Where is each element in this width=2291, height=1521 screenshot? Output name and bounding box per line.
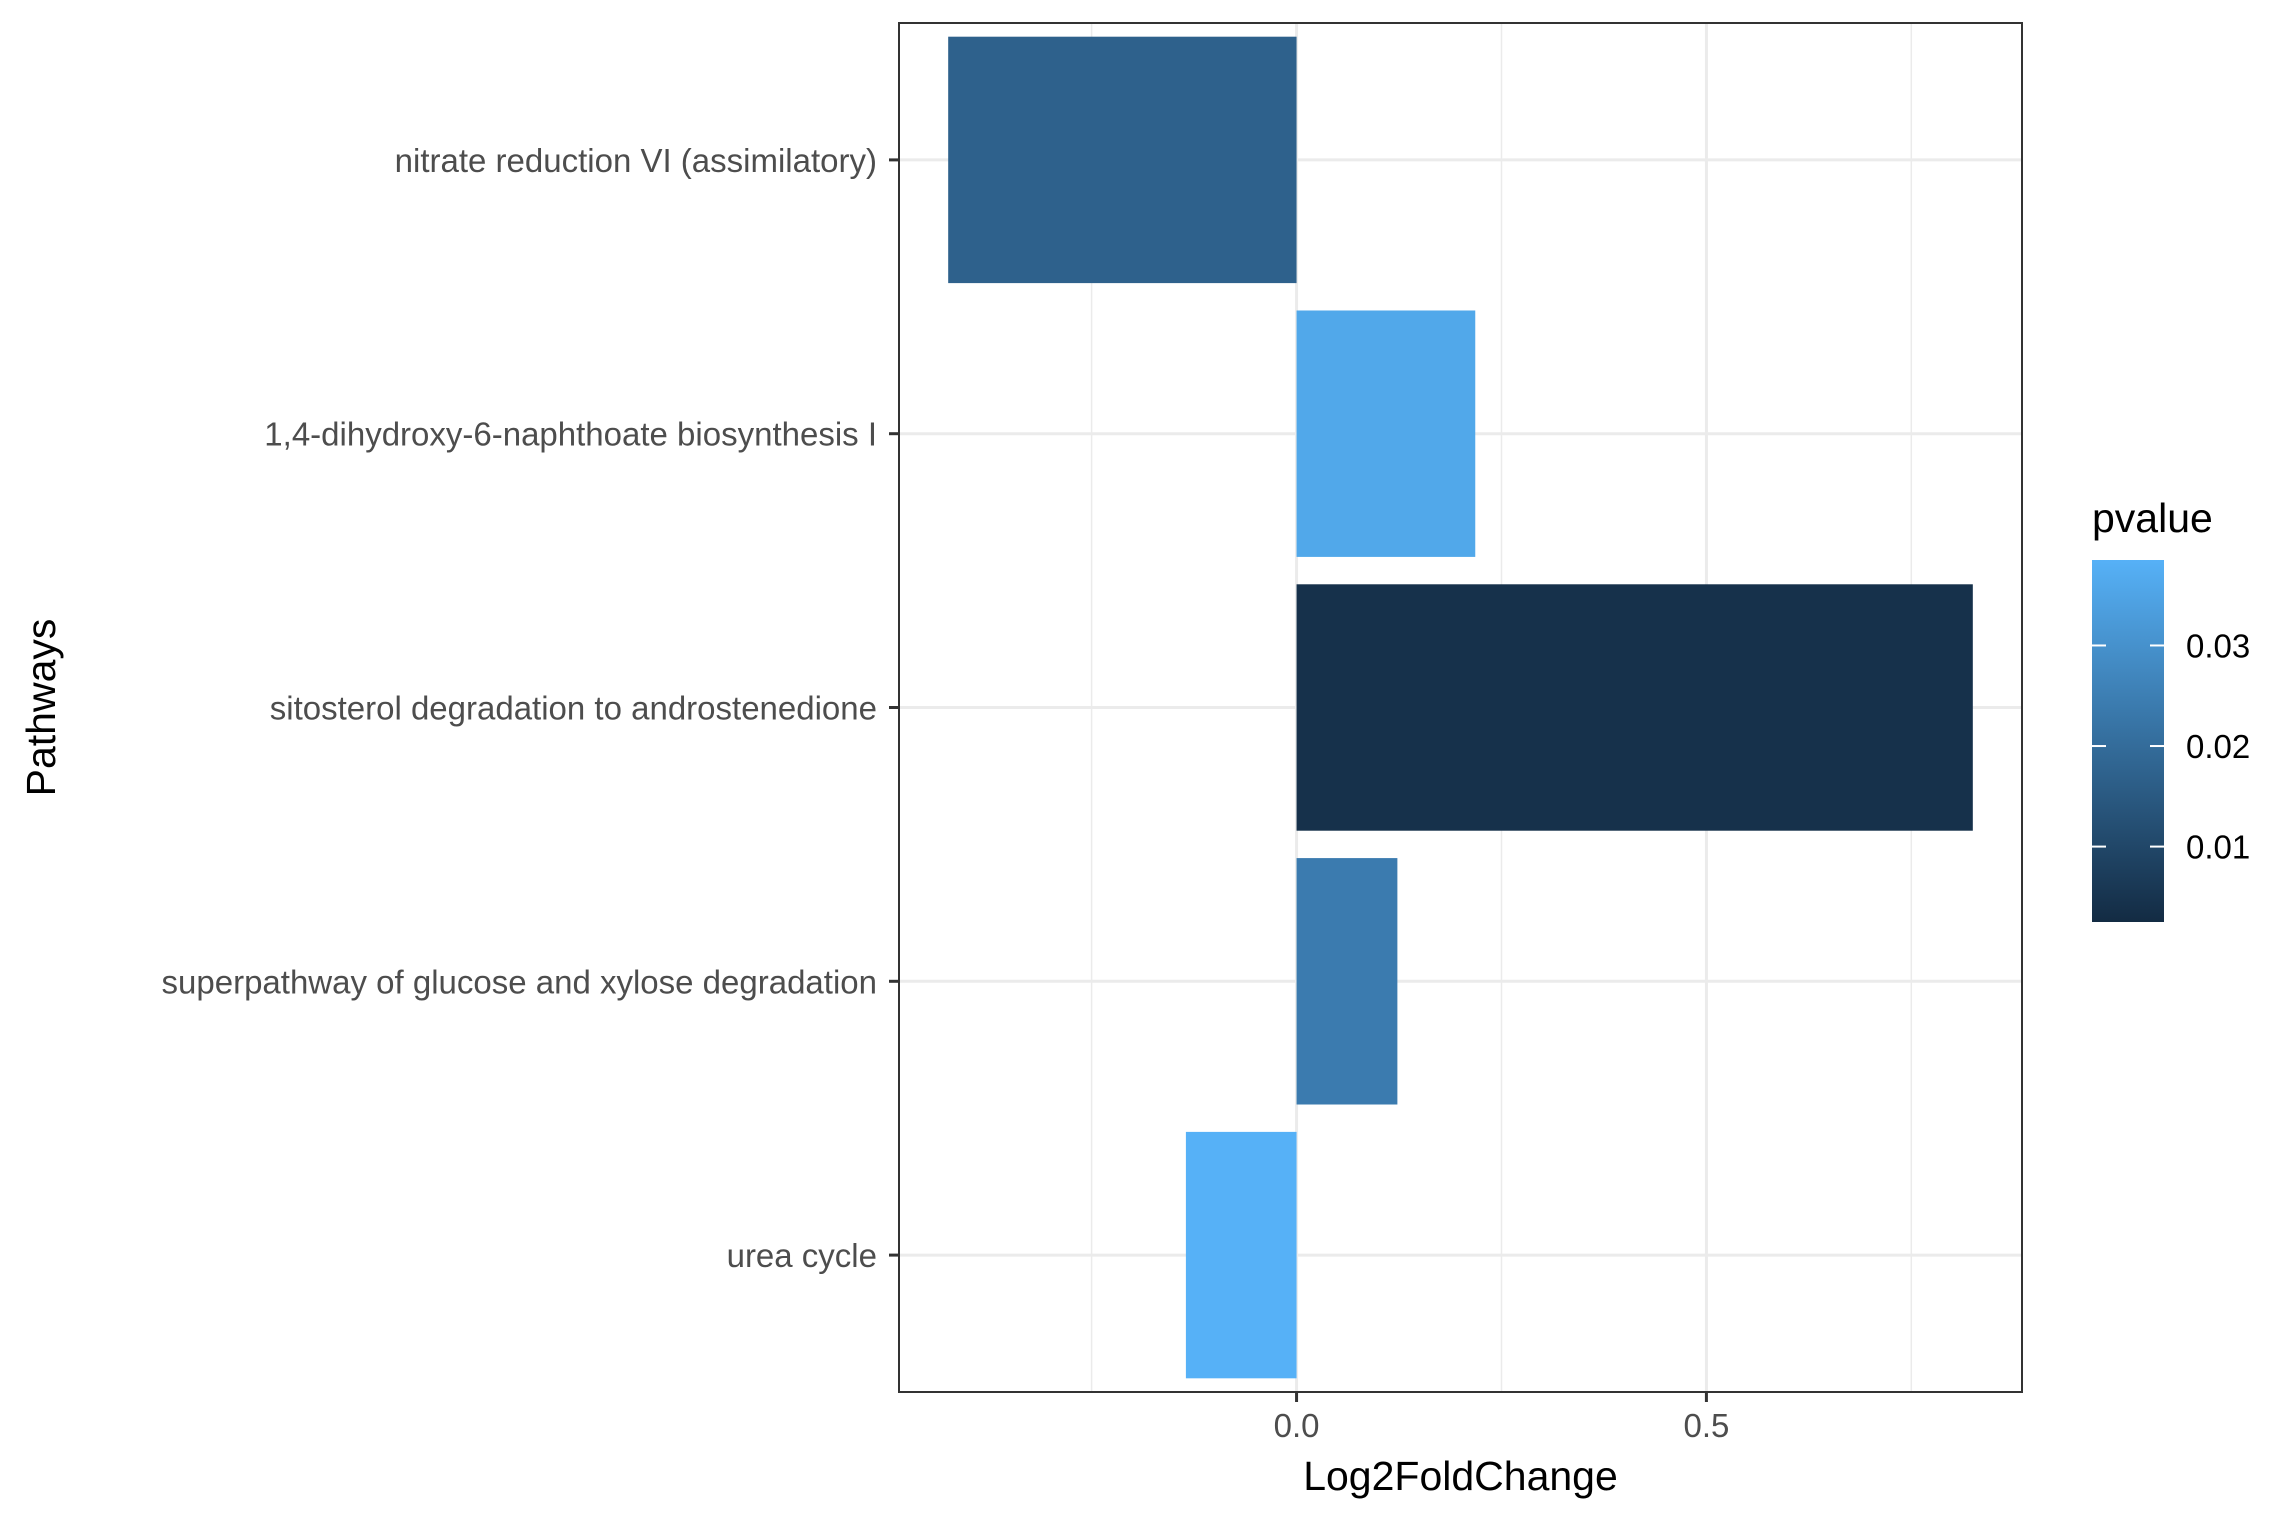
- colorbar-tick-label: 0.01: [2186, 829, 2250, 866]
- bar: [1296, 310, 1476, 557]
- y-tick-label: nitrate reduction VI (assimilatory): [395, 142, 877, 179]
- bar: [1296, 858, 1398, 1105]
- bar: [948, 36, 1297, 284]
- colorbar: [2092, 560, 2164, 922]
- bar: [1296, 584, 1973, 831]
- bar: [1185, 1131, 1297, 1379]
- y-axis-ticks: nitrate reduction VI (assimilatory) 1,4-d…: [162, 142, 899, 1274]
- legend: pvalue 0.01 0.02 0.03: [2092, 495, 2250, 922]
- colorbar-ticks: 0.01 0.02 0.03: [2092, 627, 2250, 866]
- x-axis-ticks: 0.0 0.5: [1274, 1392, 1729, 1444]
- y-tick-label: superpathway of glucose and xylose degra…: [162, 963, 877, 1000]
- colorbar-tick-label: 0.03: [2186, 627, 2250, 664]
- y-tick-label: 1,4-dihydroxy-6-naphthoate biosynthesis …: [264, 416, 877, 453]
- bars: [948, 36, 1973, 1379]
- x-axis-title: Log2FoldChange: [1303, 1453, 1618, 1499]
- colorbar-tick-label: 0.02: [2186, 728, 2250, 765]
- y-tick-label: sitosterol degradation to androstenedion…: [270, 690, 877, 727]
- y-axis-title: Pathways: [18, 619, 64, 797]
- x-tick-label: 0.5: [1683, 1407, 1729, 1444]
- y-tick-label: urea cycle: [727, 1237, 877, 1274]
- x-tick-label: 0.0: [1274, 1407, 1320, 1444]
- legend-title: pvalue: [2092, 495, 2213, 541]
